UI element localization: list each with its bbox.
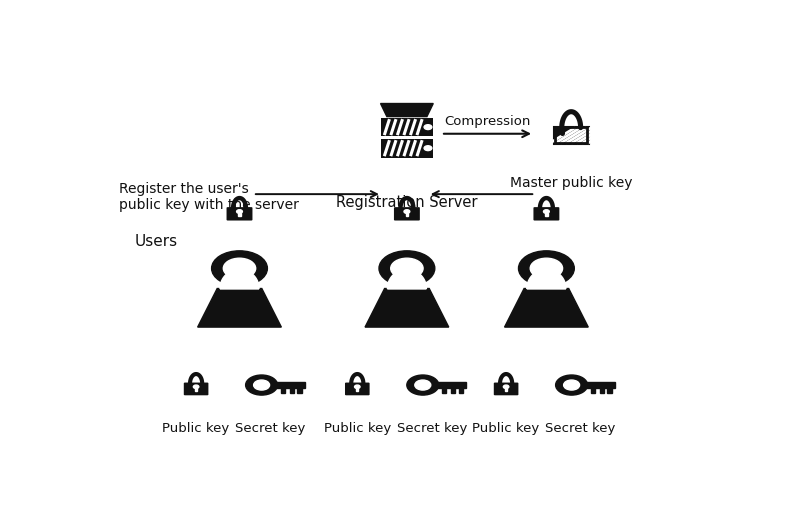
Circle shape: [415, 380, 430, 390]
Text: Secret key: Secret key: [397, 421, 467, 434]
Bar: [195, 388, 197, 391]
FancyBboxPatch shape: [534, 208, 559, 221]
Circle shape: [503, 385, 509, 389]
Circle shape: [211, 251, 267, 286]
Circle shape: [404, 210, 410, 214]
Bar: [381, 139, 434, 158]
Text: Master public key: Master public key: [510, 175, 633, 189]
Polygon shape: [527, 270, 566, 289]
Text: Users: Users: [134, 234, 178, 249]
Bar: [600, 388, 604, 393]
Circle shape: [518, 251, 574, 286]
Text: Register the user's
public key with the server: Register the user's public key with the …: [118, 182, 298, 212]
FancyBboxPatch shape: [494, 383, 518, 395]
FancyBboxPatch shape: [226, 208, 253, 221]
Circle shape: [556, 375, 587, 395]
Text: Compression: Compression: [444, 115, 530, 127]
Polygon shape: [381, 105, 434, 117]
Bar: [298, 388, 302, 393]
Polygon shape: [198, 289, 282, 327]
Circle shape: [237, 210, 242, 214]
Polygon shape: [365, 289, 449, 327]
Bar: [546, 214, 547, 216]
FancyBboxPatch shape: [184, 383, 209, 395]
Bar: [290, 388, 294, 393]
Text: Secret key: Secret key: [546, 421, 616, 434]
Bar: [406, 214, 408, 216]
Bar: [275, 382, 305, 388]
Polygon shape: [387, 270, 426, 289]
Circle shape: [379, 251, 435, 286]
Bar: [381, 119, 434, 137]
Text: Registration Server: Registration Server: [336, 195, 478, 210]
Circle shape: [564, 380, 579, 390]
Polygon shape: [220, 270, 259, 289]
Polygon shape: [505, 289, 588, 327]
Circle shape: [407, 375, 438, 395]
Bar: [591, 388, 595, 393]
Circle shape: [390, 259, 423, 279]
Bar: [356, 388, 358, 391]
Text: Public key: Public key: [324, 421, 391, 434]
Circle shape: [424, 125, 432, 130]
Circle shape: [194, 385, 199, 389]
Text: Secret key: Secret key: [235, 421, 306, 434]
FancyBboxPatch shape: [345, 383, 370, 395]
Bar: [436, 382, 466, 388]
Bar: [607, 388, 611, 393]
Bar: [585, 382, 615, 388]
Circle shape: [424, 146, 432, 152]
Bar: [442, 388, 446, 393]
Circle shape: [543, 210, 550, 214]
Bar: [458, 388, 462, 393]
FancyBboxPatch shape: [554, 127, 589, 145]
Circle shape: [223, 259, 256, 279]
Bar: [505, 388, 507, 391]
Circle shape: [254, 380, 270, 390]
FancyBboxPatch shape: [394, 208, 420, 221]
Bar: [238, 214, 241, 216]
Circle shape: [246, 375, 278, 395]
Text: Public key: Public key: [473, 421, 540, 434]
Text: Public key: Public key: [162, 421, 230, 434]
Bar: [451, 388, 455, 393]
Circle shape: [530, 259, 562, 279]
Circle shape: [354, 385, 360, 389]
Bar: [281, 388, 286, 393]
